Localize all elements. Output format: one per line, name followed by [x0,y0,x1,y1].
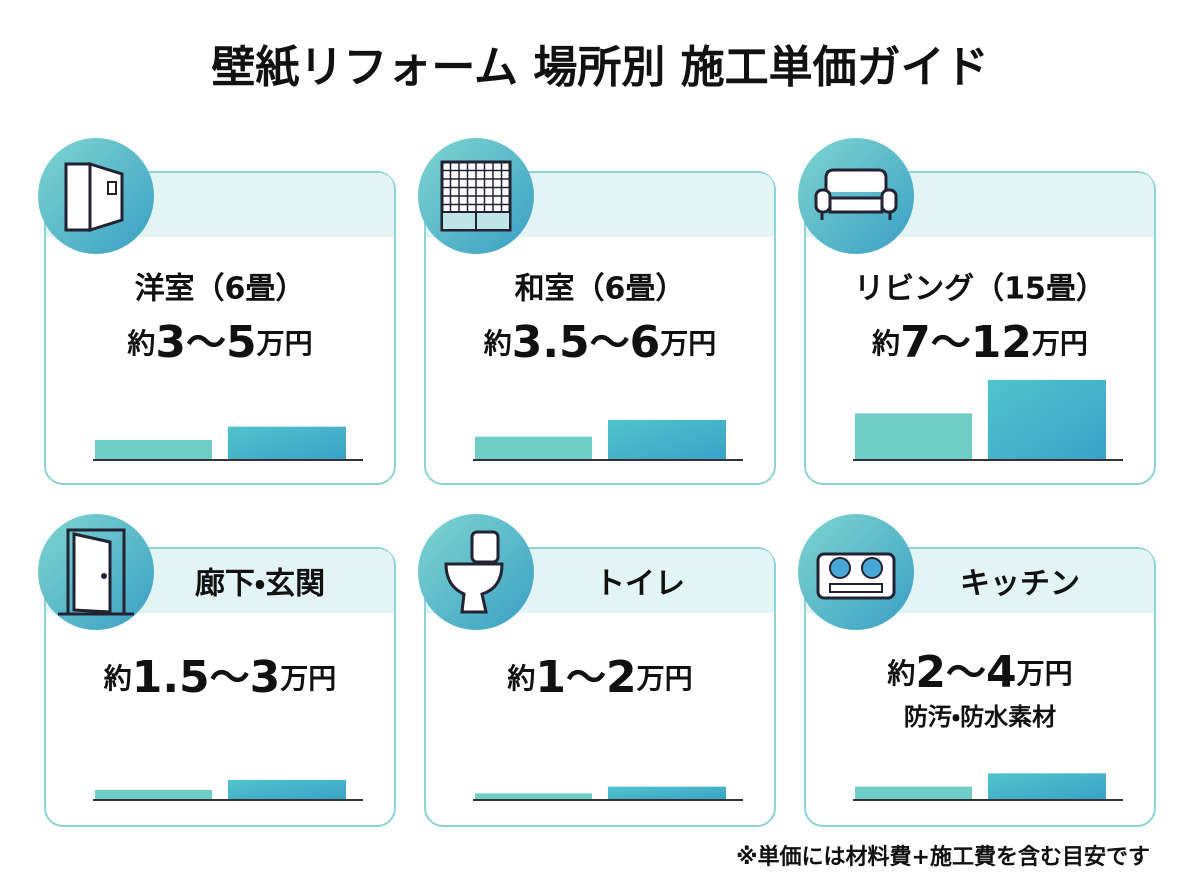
price: 約7〜12万円 [871,317,1088,368]
price-prefix: 約 [506,662,535,695]
price-prefix: 約 [886,657,915,690]
price-unit: 万円 [660,327,716,360]
icon-part [829,583,883,593]
icon-circle [798,138,914,254]
room-name: 洋室（6畳） [135,272,306,307]
price-prefix: 約 [126,327,155,360]
price: 約1.5〜3万円 [103,652,337,703]
price-prefix: 約 [871,327,900,360]
price-unit: 万円 [1017,657,1073,690]
room-name: リビング（15畳） [854,272,1106,307]
bar-high [988,773,1106,800]
price-separator: 〜 [186,320,226,366]
room-name: キッチン [960,567,1080,602]
price-high: 12 [971,317,1032,368]
bar-high [608,786,726,800]
icon-part [107,181,117,195]
price-separator: 〜 [210,655,250,701]
room-icon [814,168,898,220]
room-icon [816,552,896,600]
price-unit: 万円 [637,662,693,695]
icon-part [101,573,107,579]
price-low: 1 [535,652,566,703]
bar-low [475,436,592,460]
price-low: 3 [155,317,186,368]
price-low: 2 [915,647,946,698]
icon-part [829,557,851,579]
card-background [44,171,396,485]
bar-high [228,426,346,460]
price: 約3〜5万円 [126,317,312,368]
price-unit: 万円 [257,327,313,360]
price-low: 3.5 [512,317,590,368]
icon-part [64,162,92,232]
price-low: 1.5 [132,652,210,703]
bar-low [855,786,972,800]
card-background [804,547,1156,827]
room-name: 和室（6畳） [515,272,686,307]
room-icon [444,530,504,614]
icon-part [824,168,888,192]
page-title: 壁紙リフォーム 場所別 施工単価ガイド [211,42,988,93]
price-separator: 〜 [931,320,971,366]
bar-high [228,780,346,800]
price-unit: 万円 [280,662,336,695]
price: 約2〜4万円 [886,647,1072,698]
icon-part [444,562,504,614]
bar-high [608,420,726,460]
icon-part [72,532,112,614]
card: リビング（15畳） 約7〜12万円 [798,138,1156,485]
icon-part [814,188,832,214]
bar-low [95,790,212,800]
room-icon [58,528,134,616]
price-separator: 〜 [946,650,986,696]
price-low: 7 [900,317,931,368]
bar-low [475,793,592,800]
card: 洋室（6畳） 約3〜5万円 [38,138,396,485]
bar-low [95,440,212,460]
price-note: 防汚・防水素材 [904,703,1056,731]
price-separator: 〜 [566,655,606,701]
price-unit: 万円 [1032,327,1088,360]
price-prefix: 約 [103,662,132,695]
price-high: 2 [606,652,637,703]
card-background [44,547,396,827]
room-name: 廊下・玄関 [195,567,325,602]
bar-high [988,380,1106,460]
icon-part [470,530,500,564]
price-prefix: 約 [483,327,512,360]
icon-part [828,196,884,214]
footnote: ※単価には材料費+施工費を含む目安です [736,844,1150,870]
price: 約3.5〜6万円 [483,317,717,368]
icon-part [88,161,124,233]
room-name: トイレ [595,567,685,602]
price-high: 3 [250,652,281,703]
price: 約1〜2万円 [506,652,692,703]
card-background [424,171,776,485]
card-background [424,547,776,827]
price-high: 5 [226,317,257,368]
room-icon [64,161,124,233]
price-high: 6 [630,317,661,368]
price-high: 4 [986,647,1017,698]
price-separator: 〜 [590,320,630,366]
icon-part [861,557,883,579]
room-icon [440,160,512,232]
card: 和室（6畳）約3.5〜6万円 [418,138,776,485]
icon-part [880,188,898,214]
bar-low [855,413,972,460]
